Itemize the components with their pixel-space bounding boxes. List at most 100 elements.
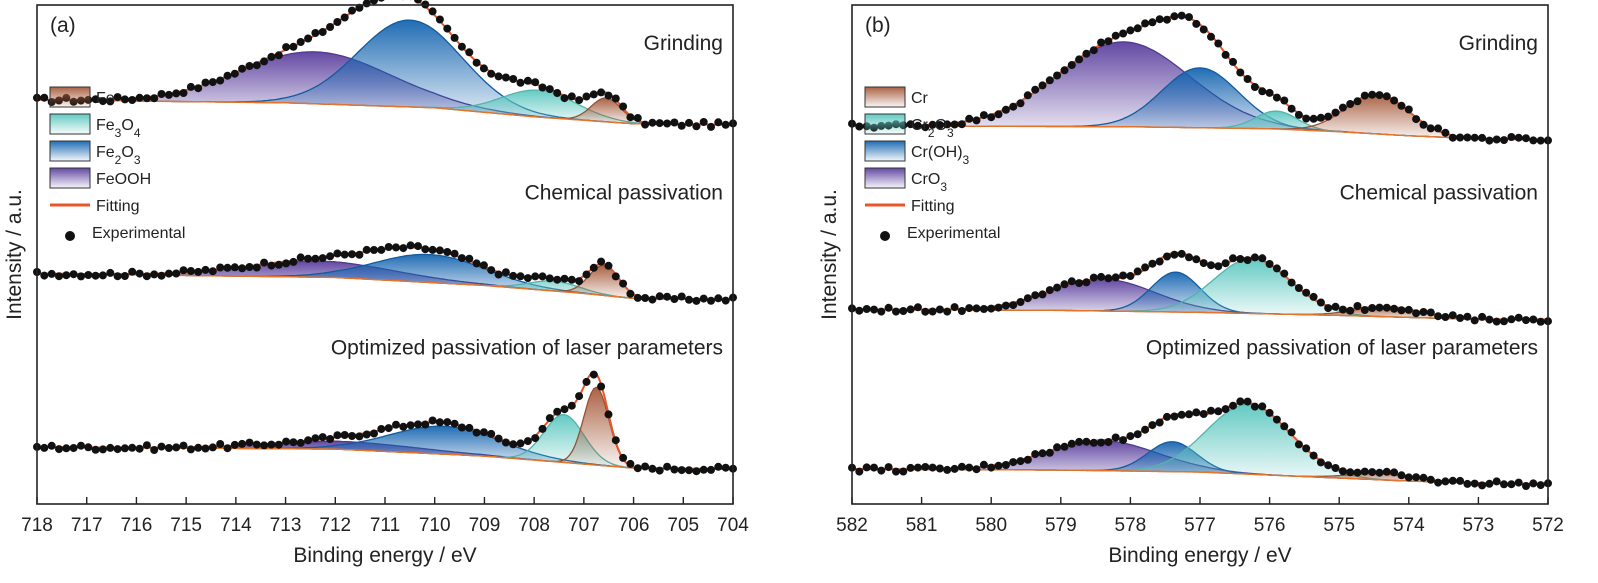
data-point: [921, 123, 930, 132]
data-point: [465, 48, 474, 57]
trace-label: Optimized passivation of laser parameter…: [1146, 336, 1538, 359]
data-point: [501, 73, 510, 82]
data-point: [1441, 313, 1450, 321]
data-point: [1529, 136, 1538, 145]
data-point: [421, 420, 430, 429]
data-point: [979, 111, 988, 120]
data-point: [113, 93, 122, 102]
data-point: [384, 243, 393, 251]
data-point: [553, 407, 562, 416]
data-point: [1419, 473, 1428, 482]
data-point: [538, 83, 547, 92]
data-point: [135, 444, 144, 453]
legend-item: Cr(OH)3: [864, 140, 970, 167]
data-point: [1001, 461, 1010, 469]
data-point: [362, 430, 371, 439]
legend-label: Experimental: [907, 225, 1000, 242]
data-point: [516, 439, 525, 448]
data-point: [589, 263, 598, 272]
data-point: [1463, 312, 1472, 321]
data-point: [304, 34, 313, 43]
data-point: [714, 294, 723, 303]
data-point: [1412, 115, 1421, 124]
x-tick-label: 579: [1045, 515, 1077, 536]
data-point: [326, 252, 335, 261]
data-point: [1148, 259, 1157, 268]
data-point: [1412, 309, 1421, 318]
data-point: [1536, 481, 1545, 490]
data-point: [1353, 302, 1362, 310]
component-fe2o3: [37, 254, 733, 300]
data-point: [201, 78, 210, 87]
data-point: [1360, 91, 1369, 100]
data-point: [1390, 468, 1399, 477]
data-point: [1141, 19, 1150, 28]
x-tick-label: 713: [270, 515, 302, 536]
trace-label: Optimized passivation of laser parameter…: [331, 336, 723, 359]
data-point: [1360, 306, 1369, 314]
data-point: [611, 272, 620, 281]
data-point: [487, 429, 496, 438]
data-point: [575, 96, 584, 105]
component-cro3: [852, 279, 1548, 320]
data-point: [575, 392, 584, 401]
data-point: [289, 438, 298, 447]
data-point: [1207, 406, 1215, 415]
data-point: [1229, 57, 1237, 66]
data-point: [1060, 280, 1069, 289]
data-point: [1214, 407, 1223, 416]
data-point: [957, 307, 966, 315]
data-point: [238, 64, 247, 73]
x-tick-label: 574: [1393, 515, 1425, 536]
data-point: [172, 443, 181, 452]
x-tick-label: 572: [1532, 515, 1564, 536]
data-point: [172, 89, 181, 98]
data-point: [267, 440, 276, 449]
data-point: [1192, 19, 1201, 28]
data-point: [377, 425, 386, 433]
legend-label: Experimental: [92, 225, 185, 242]
data-point: [957, 120, 966, 129]
data-point: [884, 303, 893, 312]
data-point: [1053, 283, 1062, 292]
data-point: [494, 72, 503, 81]
data-point: [252, 263, 261, 272]
data-point: [626, 289, 635, 298]
data-point: [670, 118, 679, 127]
data-point: [1199, 259, 1208, 268]
data-point: [648, 295, 657, 304]
data-point: [392, 243, 400, 252]
data-point: [1441, 128, 1450, 137]
data-point: [84, 443, 93, 452]
data-point: [311, 254, 320, 263]
data-point: [164, 444, 173, 452]
trace-2: [848, 249, 1552, 326]
data-point: [1009, 301, 1018, 310]
data-point: [113, 445, 122, 454]
data-point: [362, 245, 371, 254]
data-point: [1229, 401, 1237, 410]
data-point: [230, 263, 239, 272]
data-point: [523, 76, 532, 85]
data-point: [1060, 442, 1069, 451]
data-point: [582, 270, 591, 279]
data-point: [1236, 255, 1245, 263]
data-point: [230, 440, 239, 449]
data-point: [1023, 294, 1032, 303]
data-point: [1082, 49, 1091, 58]
data-point: [318, 254, 327, 263]
data-point: [965, 463, 974, 472]
data-point: [1485, 136, 1494, 145]
data-point: [1478, 481, 1487, 490]
data-point: [157, 271, 166, 280]
data-point: [282, 437, 291, 446]
data-point: [84, 271, 93, 279]
data-point: [326, 435, 335, 443]
data-point: [457, 254, 466, 263]
data-point: [567, 401, 576, 410]
data-point: [1207, 261, 1215, 270]
component-fe: [37, 265, 733, 300]
component-cr2o3: [852, 404, 1548, 484]
data-point: [296, 38, 305, 46]
data-point: [1309, 114, 1318, 123]
